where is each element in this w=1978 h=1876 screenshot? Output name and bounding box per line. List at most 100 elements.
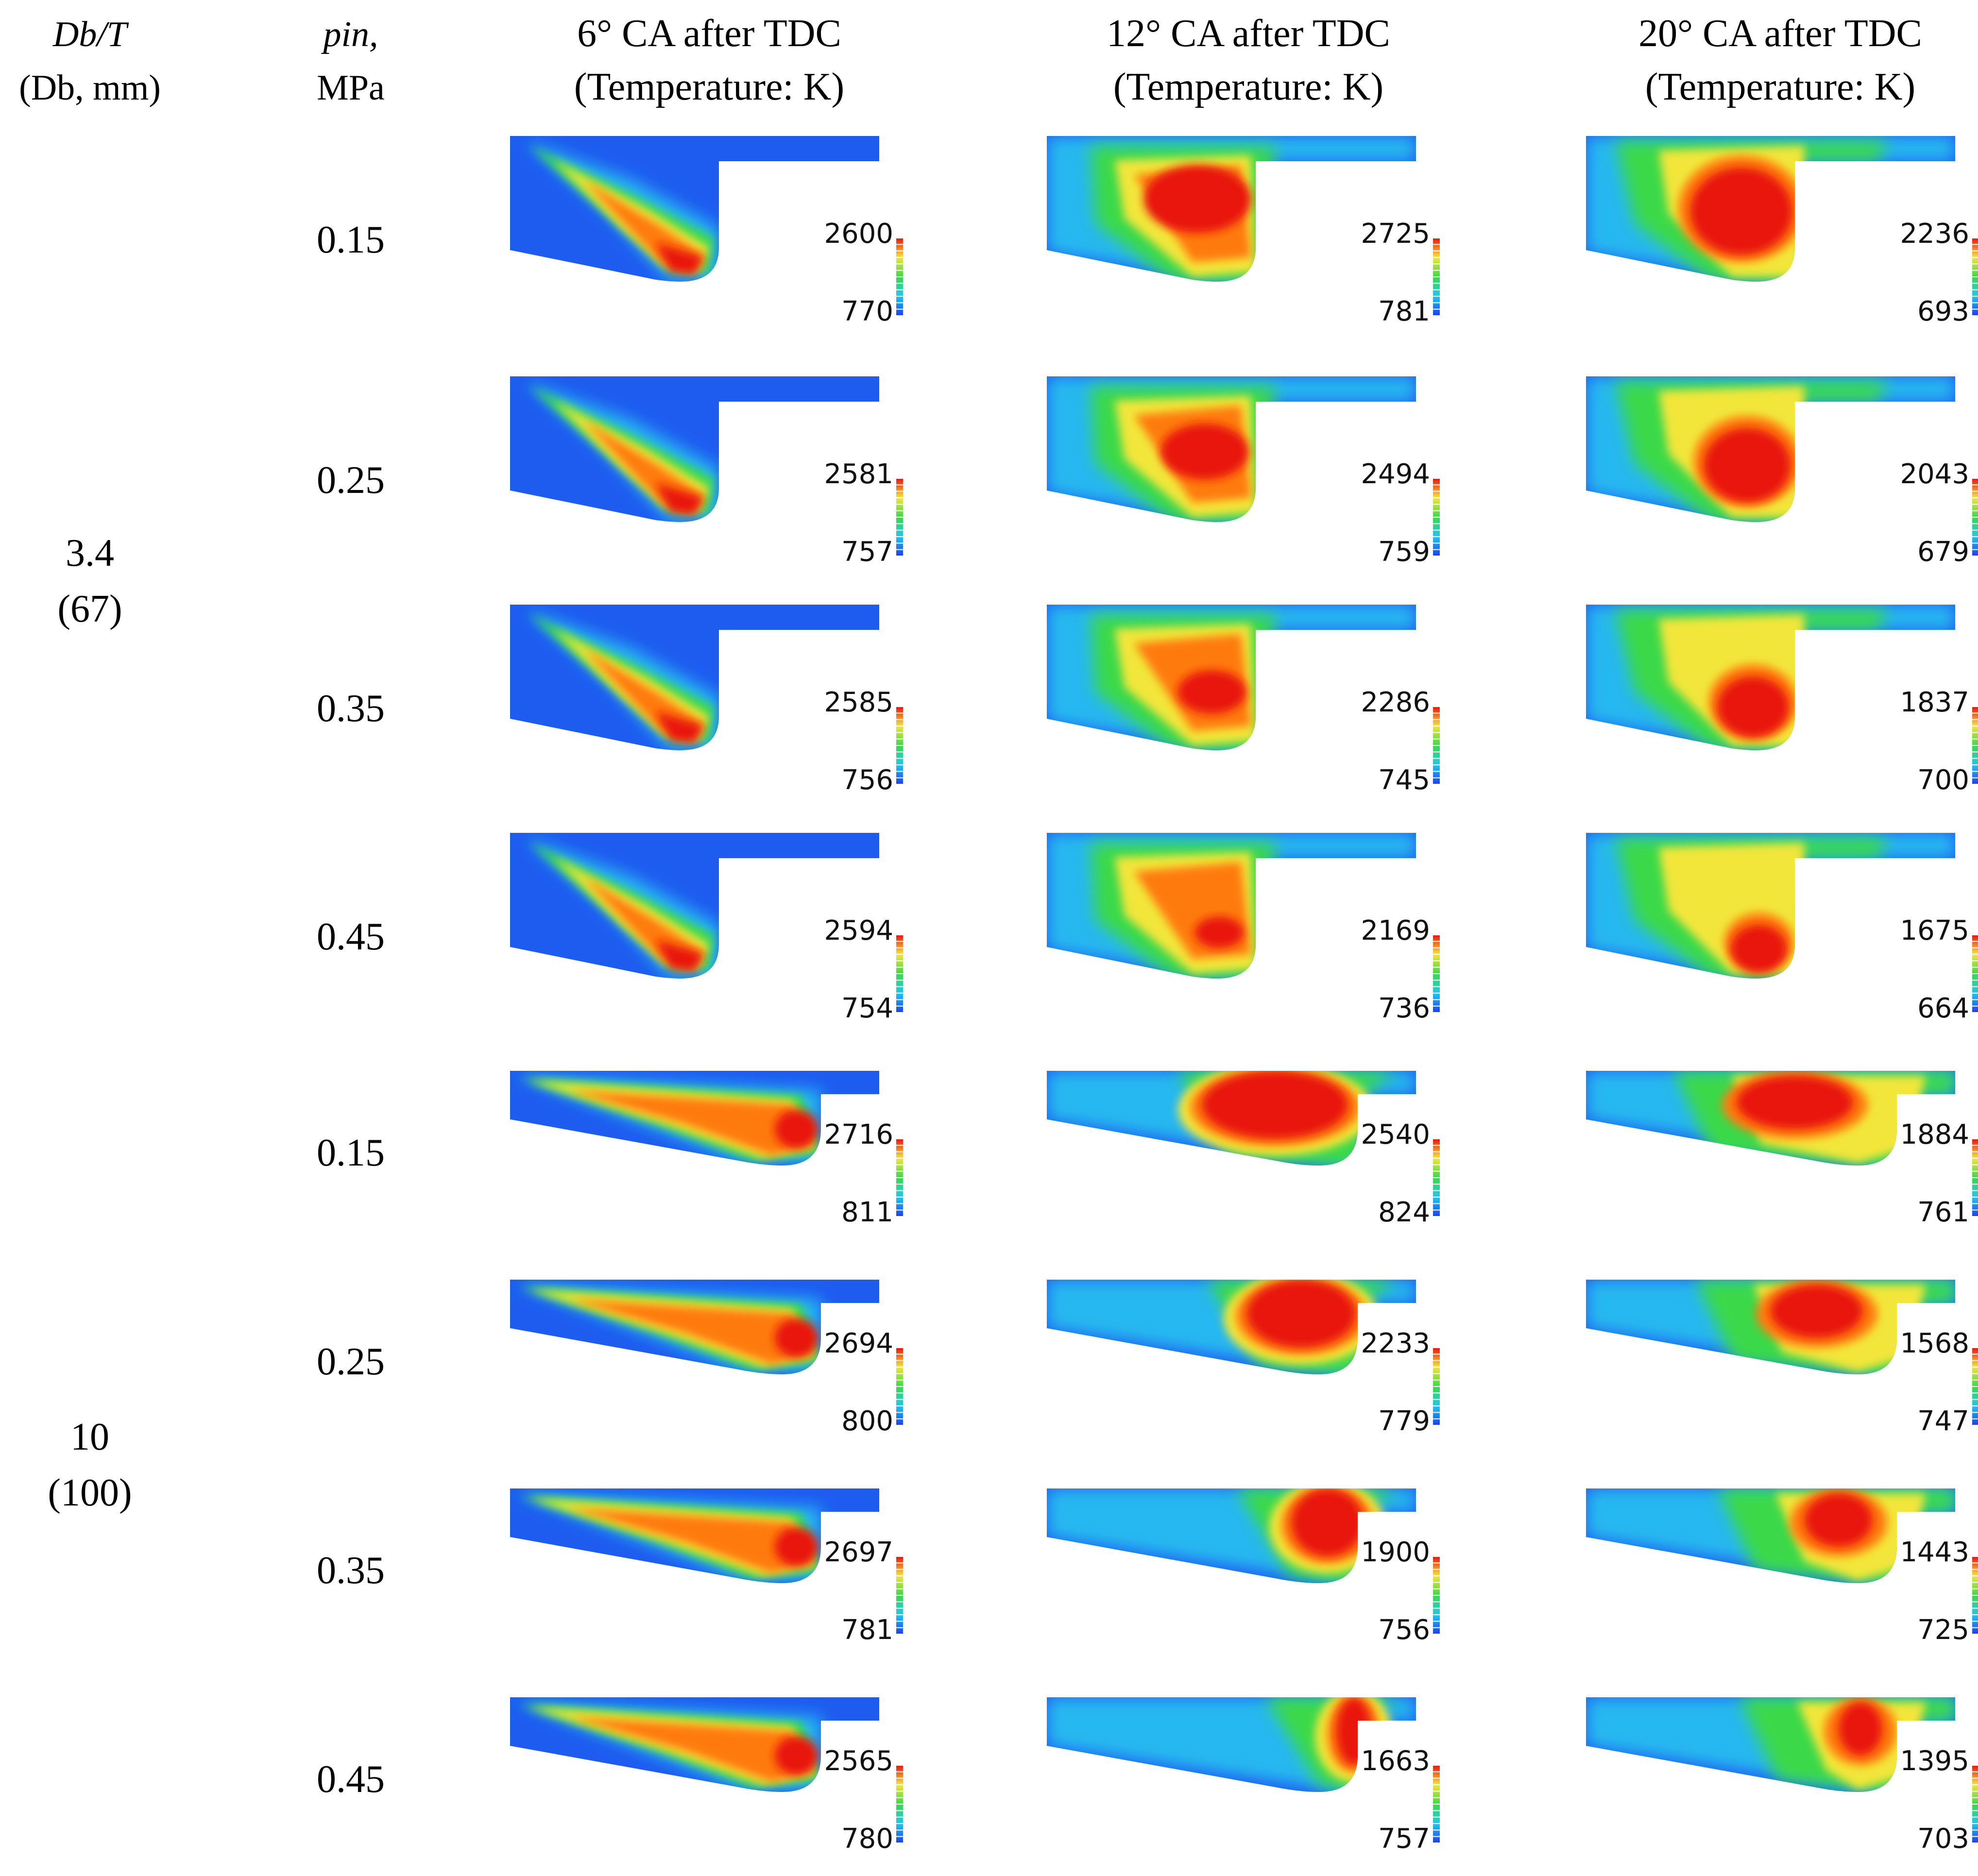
legend-max-label: 1395 xyxy=(1900,1745,1969,1777)
temperature-contour-map xyxy=(1586,1071,1955,1166)
legend-min-label: 703 xyxy=(1917,1823,1969,1855)
legend-max-label: 1675 xyxy=(1900,915,1969,946)
temperature-legend: 2043 679 xyxy=(1900,458,1978,568)
legend-max-label: 2043 xyxy=(1900,458,1969,490)
legend-min-label: 780 xyxy=(841,1823,893,1855)
legend-min-label: 725 xyxy=(1917,1614,1969,1646)
row-pressure-label: 0.15 xyxy=(317,1132,385,1174)
temperature-contour-map xyxy=(510,136,879,282)
group-diameter: (67) xyxy=(57,588,122,630)
header-12deg: 12° CA after TDC (Temperature: K) xyxy=(1107,12,1390,108)
temperature-contour-map xyxy=(1586,376,1955,522)
temperature-contour-map xyxy=(1047,833,1416,979)
legend-min-label: 759 xyxy=(1378,536,1430,568)
header-db-line2: (Db, mm) xyxy=(19,68,161,108)
row-pressure-label: 0.15 xyxy=(317,219,385,261)
temperature-contour-map xyxy=(510,376,879,522)
legend-min-label: 800 xyxy=(841,1405,893,1437)
legend-min-label: 770 xyxy=(841,296,893,327)
legend-min-label: 779 xyxy=(1378,1405,1430,1437)
temperature-contour-map xyxy=(1047,136,1416,282)
legend-max-label: 2581 xyxy=(824,458,893,490)
temperature-legend: 2725 781 xyxy=(1361,218,1441,327)
temperature-contour-map xyxy=(1047,1697,1416,1792)
header-20deg-line2: (Temperature: K) xyxy=(1645,66,1915,108)
header-6deg-line1: 6° CA after TDC xyxy=(577,12,841,55)
temperature-contour-map xyxy=(510,1280,879,1374)
legend-max-label: 1884 xyxy=(1900,1119,1969,1150)
group-label-10: 10 (100) xyxy=(48,1416,132,1514)
temperature-legend: 2169 736 xyxy=(1361,915,1441,1024)
temperature-legend: 2494 759 xyxy=(1361,458,1441,568)
contour-row: 0.15 2716 811 2540 824 1884 761 xyxy=(317,1071,1978,1228)
legend-max-label: 2286 xyxy=(1361,687,1430,718)
temperature-legend: 2236 693 xyxy=(1900,218,1978,327)
group-ratio: 3.4 xyxy=(66,532,114,575)
temperature-contour-map xyxy=(1586,1697,1955,1792)
legend-min-label: 824 xyxy=(1378,1197,1430,1228)
header-12deg-line2: (Temperature: K) xyxy=(1113,66,1383,108)
header-db: Db/T (Db, mm) xyxy=(19,15,161,108)
temperature-contour-map xyxy=(1586,833,1955,979)
header-20deg-line1: 20° CA after TDC xyxy=(1638,12,1922,55)
temperature-contour-map xyxy=(1047,376,1416,522)
temperature-legend: 1675 664 xyxy=(1900,915,1978,1024)
legend-min-label: 747 xyxy=(1917,1405,1969,1437)
legend-max-label: 2594 xyxy=(824,915,893,946)
header-20deg: 20° CA after TDC (Temperature: K) xyxy=(1638,12,1922,108)
row-pressure-label: 0.45 xyxy=(317,915,385,958)
legend-max-label: 2233 xyxy=(1361,1328,1430,1359)
temperature-legend: 2286 745 xyxy=(1361,687,1441,796)
legend-min-label: 700 xyxy=(1917,764,1969,796)
header-6deg-line2: (Temperature: K) xyxy=(574,66,844,108)
temperature-contour-map xyxy=(510,605,879,750)
header-12deg-line1: 12° CA after TDC xyxy=(1107,12,1390,55)
temperature-legend: 1568 747 xyxy=(1900,1328,1978,1437)
temperature-contour-map xyxy=(1047,1071,1416,1166)
header-pressure: pin, MPa xyxy=(317,15,385,108)
temperature-contour-map xyxy=(1047,605,1416,750)
group-ratio: 10 xyxy=(70,1416,109,1458)
contour-row: 0.35 2697 781 1900 756 1443 725 xyxy=(317,1488,1978,1646)
legend-max-label: 2585 xyxy=(824,687,893,718)
legend-max-label: 2716 xyxy=(824,1119,893,1150)
temperature-contour-map xyxy=(510,1697,879,1792)
legend-min-label: 757 xyxy=(1378,1823,1430,1855)
legend-min-label: 664 xyxy=(1917,993,1969,1024)
legend-max-label: 2697 xyxy=(824,1537,893,1568)
temperature-legend: 1395 703 xyxy=(1900,1745,1978,1855)
contour-row: 0.35 2585 756 2286 745 1837 700 xyxy=(317,605,1978,796)
legend-max-label: 1443 xyxy=(1900,1537,1969,1568)
legend-min-label: 756 xyxy=(1378,1614,1430,1646)
temperature-legend: 2716 811 xyxy=(824,1119,904,1228)
temperature-legend: 2600 770 xyxy=(824,218,904,327)
legend-max-label: 2600 xyxy=(824,218,893,250)
legend-min-label: 757 xyxy=(841,536,893,568)
legend-min-label: 693 xyxy=(1917,296,1969,327)
temperature-legend: 1443 725 xyxy=(1900,1537,1978,1646)
temperature-legend: 1837 700 xyxy=(1900,687,1978,796)
legend-max-label: 1568 xyxy=(1900,1328,1969,1359)
row-pressure-label: 0.35 xyxy=(317,687,385,730)
legend-min-label: 745 xyxy=(1378,764,1430,796)
row-pressure-label: 0.25 xyxy=(317,1340,385,1383)
legend-min-label: 754 xyxy=(841,993,893,1024)
temperature-legend: 1884 761 xyxy=(1900,1119,1978,1228)
legend-max-label: 2494 xyxy=(1361,458,1430,490)
temperature-legend: 2233 779 xyxy=(1361,1328,1441,1437)
legend-max-label: 2540 xyxy=(1361,1119,1430,1150)
legend-max-label: 1837 xyxy=(1900,687,1969,718)
temperature-legend: 2594 754 xyxy=(824,915,904,1024)
header-db-line1: Db/T xyxy=(52,15,129,54)
temperature-legend: 2581 757 xyxy=(824,458,904,568)
temperature-contour-map xyxy=(1586,605,1955,750)
temperature-contour-map xyxy=(510,1488,879,1583)
header-6deg: 6° CA after TDC (Temperature: K) xyxy=(574,12,844,108)
temperature-contour-map xyxy=(1586,1280,1955,1374)
contour-row: 0.15 2600 770 2725 781 2236 693 xyxy=(317,136,1978,327)
legend-max-label: 1900 xyxy=(1361,1537,1430,1568)
group-label-3-4: 3.4 (67) xyxy=(57,532,122,630)
legend-max-label: 1663 xyxy=(1361,1745,1430,1777)
legend-max-label: 2169 xyxy=(1361,915,1430,946)
temperature-contour-map xyxy=(510,1071,879,1166)
